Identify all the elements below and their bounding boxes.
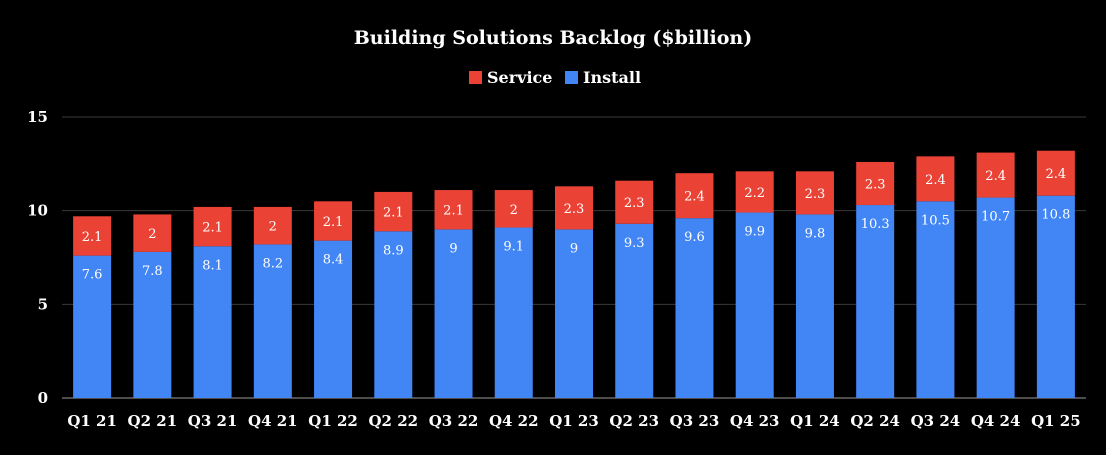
legend: Service Install	[469, 68, 641, 87]
bar-install	[856, 205, 895, 398]
x-tick-label: Q4 21	[248, 412, 298, 430]
x-tick-label: Q1 23	[549, 412, 599, 430]
bar-install	[494, 227, 533, 398]
data-label-service: 2.1	[202, 221, 223, 236]
x-tick-label: Q3 23	[670, 412, 720, 430]
bar-install	[73, 255, 112, 398]
data-label-service: 2	[510, 203, 518, 218]
y-tick-label: 15	[27, 108, 48, 126]
x-tick-label: Q4 22	[489, 412, 539, 430]
data-label-service: 2.1	[443, 204, 464, 219]
bar-service	[253, 206, 292, 245]
data-label-install: 9	[449, 241, 457, 256]
bar-install	[133, 251, 172, 398]
bar-service	[374, 191, 413, 232]
x-tick-label: Q1 25	[1031, 412, 1081, 430]
data-label-service: 2	[148, 227, 156, 242]
data-label-install: 10.7	[981, 210, 1010, 225]
bars: 7.6 2.1 7.8 2 8.1 2.1 8.2 2 8.4 2.1 8.9 2.1 9 2.1 9.1 2…	[73, 150, 1075, 398]
x-tick-label: Q1 24	[790, 412, 840, 430]
bar-service	[856, 161, 895, 206]
x-tick-label: Q4 23	[730, 412, 780, 430]
x-tick-label: Q1 21	[67, 412, 117, 430]
data-label-install: 9.1	[503, 240, 524, 255]
data-label-install: 8.9	[383, 243, 404, 258]
x-tick-label: Q3 21	[188, 412, 238, 430]
data-label-service: 2.4	[985, 169, 1006, 184]
data-label-install: 8.4	[323, 253, 344, 268]
bar-install	[434, 229, 473, 398]
data-label-service: 2.3	[865, 178, 886, 193]
bar-service	[1036, 150, 1075, 196]
data-label-service: 2.2	[744, 186, 765, 201]
legend-label-install: Install	[583, 68, 641, 87]
x-tick-label: Q3 24	[911, 412, 961, 430]
data-label-install: 9.6	[684, 230, 705, 245]
bar-service	[675, 173, 714, 219]
x-tick-label: Q2 22	[368, 412, 418, 430]
x-tick-label: Q1 22	[308, 412, 358, 430]
y-tick-label: 5	[38, 295, 48, 313]
data-label-install: 9.8	[805, 226, 826, 241]
y-tick-label: 10	[27, 202, 48, 220]
y-axis: 0 5 10 15	[27, 108, 48, 407]
bar-install	[795, 214, 834, 398]
x-tick-label: Q3 22	[429, 412, 479, 430]
bar-service	[193, 206, 232, 247]
data-label-install: 9.9	[744, 225, 765, 240]
data-label-install: 9.3	[624, 236, 645, 251]
data-label-install: 10.8	[1041, 208, 1070, 223]
bar-install	[193, 246, 232, 398]
data-label-service: 2	[269, 220, 277, 235]
bar-service	[916, 156, 955, 202]
bar-service	[976, 152, 1015, 198]
data-label-service: 2.1	[82, 230, 103, 245]
x-tick-label: Q2 24	[850, 412, 900, 430]
bar-service	[615, 180, 654, 224]
legend-swatch-install	[565, 71, 578, 84]
bar-install	[675, 218, 714, 398]
x-tick-label: Q2 23	[609, 412, 659, 430]
bar-install	[735, 212, 774, 398]
data-label-service: 2.4	[925, 173, 946, 188]
bar-service	[434, 190, 473, 230]
bar-install	[314, 240, 353, 398]
x-axis: Q1 21 Q2 21 Q3 21 Q4 21 Q1 22 Q2 22 Q3 22 Q4 22…	[67, 412, 1080, 430]
bar-service	[314, 201, 353, 241]
bar-install	[374, 231, 413, 398]
bar-service	[494, 190, 533, 228]
bar-install	[555, 229, 593, 398]
data-label-install: 7.8	[142, 264, 163, 279]
x-tick-label: Q4 24	[971, 412, 1021, 430]
bar-service	[795, 171, 834, 215]
data-label-install: 7.6	[82, 268, 103, 283]
bar-service	[735, 171, 774, 213]
bar-install	[253, 244, 292, 398]
data-label-service: 2.4	[1046, 167, 1067, 182]
bar-install	[1036, 195, 1075, 398]
data-label-install: 8.2	[262, 256, 283, 271]
bar-install	[916, 201, 955, 398]
data-label-service: 2.1	[383, 206, 404, 221]
data-label-service: 2.4	[684, 190, 705, 205]
y-tick-label: 0	[38, 389, 48, 407]
bar-install	[976, 197, 1015, 398]
chart-title: Building Solutions Backlog ($billion)	[354, 27, 752, 49]
data-label-install: 8.1	[202, 258, 223, 273]
bar-service	[133, 214, 172, 252]
data-label-service: 2.3	[624, 196, 645, 211]
data-label-service: 2.1	[323, 215, 344, 230]
bar-install	[615, 223, 654, 398]
legend-swatch-service	[469, 71, 482, 84]
data-label-service: 2.3	[805, 187, 826, 202]
bar-service	[73, 216, 112, 256]
data-label-service: 2.3	[564, 202, 585, 217]
legend-label-service: Service	[487, 68, 552, 87]
data-label-install: 9	[570, 241, 578, 256]
data-label-install: 10.3	[861, 217, 890, 232]
data-label-install: 10.5	[921, 213, 950, 228]
x-tick-label: Q2 21	[128, 412, 178, 430]
bar-service	[555, 186, 593, 230]
